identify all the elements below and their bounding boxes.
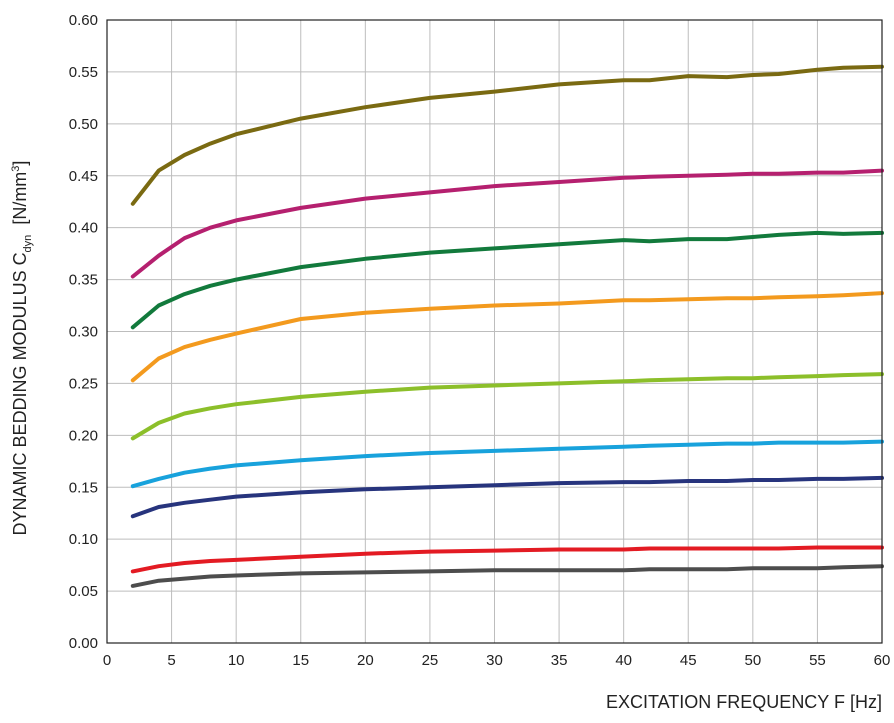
y-axis-title-unit: [N/mm bbox=[10, 172, 30, 235]
x-tick-label: 60 bbox=[874, 652, 891, 669]
x-tick-label: 55 bbox=[809, 652, 826, 669]
plot-frame bbox=[106, 19, 883, 644]
y-axis-title-main: DYNAMIC BEDDING MODULUS C bbox=[10, 252, 30, 535]
y-tick-label: 0.00 bbox=[69, 635, 98, 652]
y-axis-title-superscript: 3 bbox=[10, 166, 22, 172]
y-tick-labels: 0.00 0.05 0.10 0.15 0.20 0.25 0.30 0.35 0.40 0.45… bbox=[69, 12, 98, 652]
y-tick-label: 0.20 bbox=[69, 427, 98, 444]
y-axis-title-subscript: dyn bbox=[22, 235, 34, 253]
series-line-2 bbox=[130, 168, 884, 279]
series-line-9 bbox=[130, 564, 884, 588]
series-line-5 bbox=[130, 372, 884, 441]
x-axis-title: EXCITATION FREQUENCY F [Hz] bbox=[606, 692, 882, 712]
y-tick-label: 0.15 bbox=[69, 479, 98, 496]
series-line-8 bbox=[130, 545, 884, 574]
series-line-6 bbox=[130, 439, 884, 489]
y-tick-label: 0.60 bbox=[69, 12, 98, 29]
series-line-1 bbox=[130, 64, 884, 206]
y-tick-label: 0.55 bbox=[69, 64, 98, 81]
y-tick-label: 0.40 bbox=[69, 220, 98, 237]
x-tick-label: 40 bbox=[615, 652, 632, 669]
x-tick-label: 35 bbox=[551, 652, 568, 669]
y-tick-label: 0.45 bbox=[69, 168, 98, 185]
x-tick-label: 45 bbox=[680, 652, 697, 669]
y-tick-label: 0.05 bbox=[69, 583, 98, 600]
y-tick-label: 0.30 bbox=[69, 324, 98, 341]
x-tick-label: 15 bbox=[292, 652, 309, 669]
x-tick-label: 0 bbox=[103, 652, 111, 669]
y-tick-label: 0.10 bbox=[69, 531, 98, 548]
x-tick-label: 50 bbox=[744, 652, 761, 669]
x-tick-label: 10 bbox=[228, 652, 245, 669]
x-tick-label: 30 bbox=[486, 652, 503, 669]
x-tick-label: 20 bbox=[357, 652, 374, 669]
series-line-4 bbox=[130, 291, 884, 383]
y-tick-label: 0.35 bbox=[69, 272, 98, 289]
y-tick-label: 0.25 bbox=[69, 375, 98, 392]
x-tick-label: 25 bbox=[422, 652, 439, 669]
series-layer bbox=[130, 64, 884, 588]
y-axis-title-unit-close: ] bbox=[10, 161, 30, 166]
series-line-7 bbox=[130, 475, 884, 519]
y-axis-title: DYNAMIC BEDDING MODULUS Cdyn [N/mm3] bbox=[10, 161, 34, 536]
x-tick-labels: 0 5 10 15 20 25 30 35 40 45 50 55 60 bbox=[103, 652, 891, 669]
x-tick-label: 5 bbox=[167, 652, 175, 669]
y-tick-label: 0.50 bbox=[69, 116, 98, 133]
series-line-3 bbox=[130, 230, 884, 330]
